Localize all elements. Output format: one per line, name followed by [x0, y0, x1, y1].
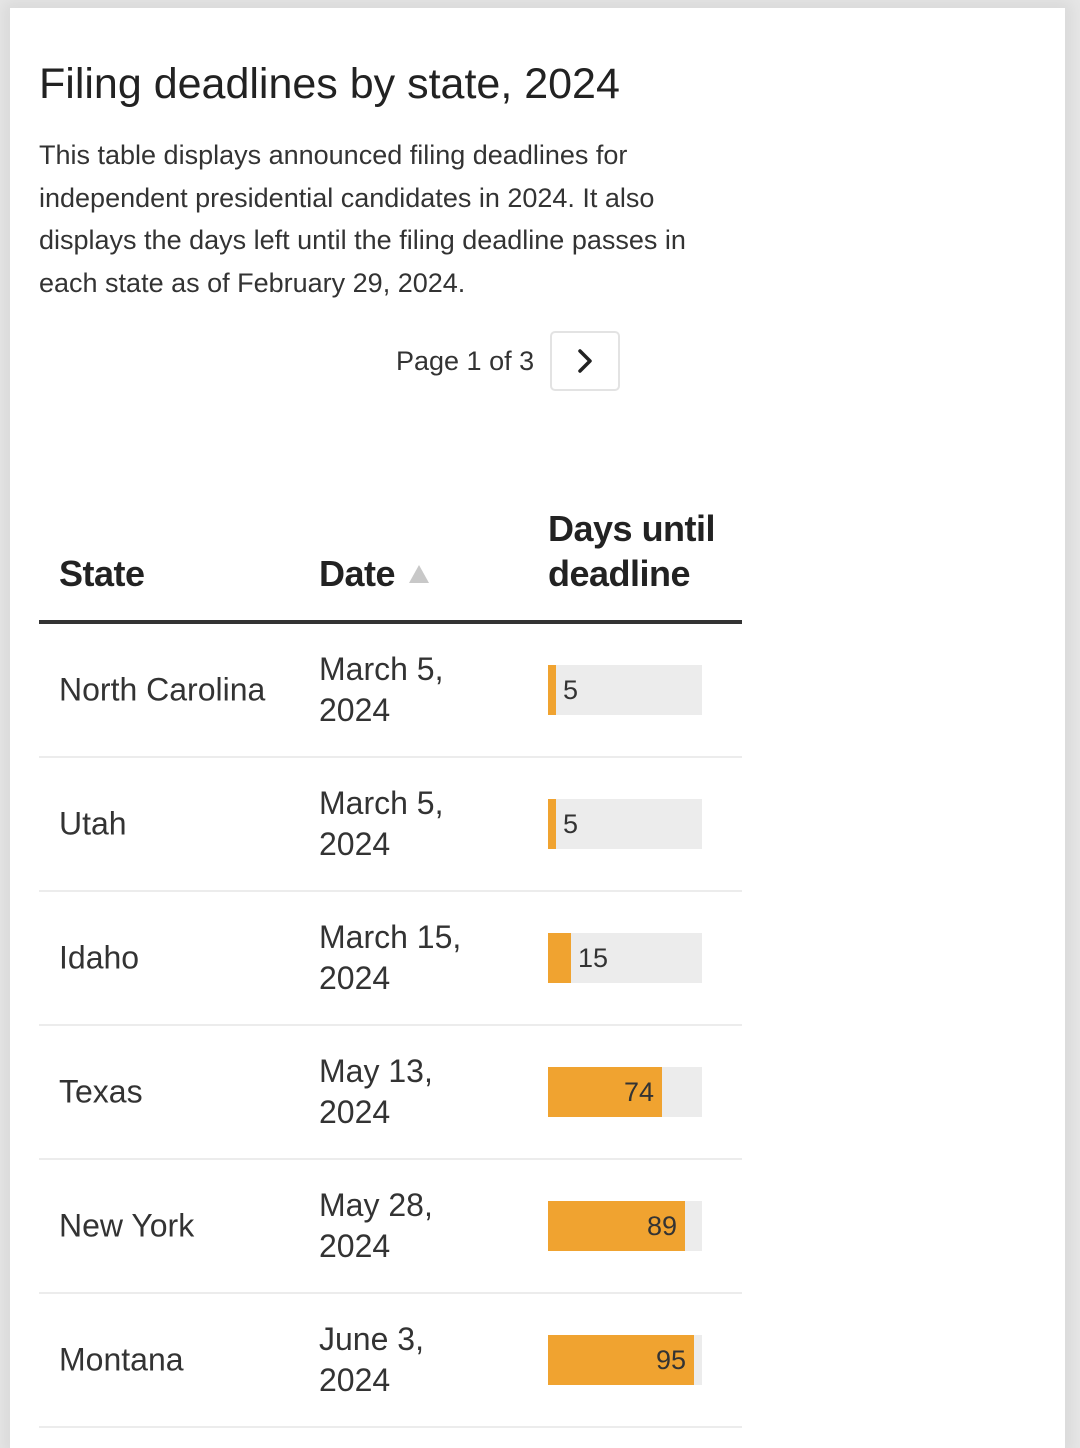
days-bar: [548, 933, 571, 983]
table-row: North Carolina March 5, 2024 5: [39, 624, 742, 758]
days-bar-track: 15: [548, 933, 702, 983]
days-value: 89: [646, 1211, 677, 1241]
table-row: Utah March 5, 2024 5: [39, 758, 742, 892]
days-value: 15: [578, 943, 609, 973]
chevron-right-icon: [578, 349, 592, 373]
days-value: 95: [655, 1345, 686, 1375]
cell-state: Montana: [59, 1341, 184, 1378]
column-header-days[interactable]: Days until deadline: [548, 508, 716, 594]
days-bar: [548, 665, 556, 715]
table-description: This table displays announced filing dea…: [39, 140, 686, 298]
days-bar: [548, 799, 556, 849]
cell-date: June 3, 2024: [319, 1321, 424, 1398]
days-bar-track: 5: [548, 799, 702, 849]
days-value: 5: [563, 809, 579, 839]
cell-date: March 5, 2024: [319, 651, 444, 728]
sort-ascending-icon: [409, 564, 430, 583]
days-value: 74: [623, 1077, 654, 1107]
days-bar: [548, 1335, 694, 1385]
days-bar-track: 74: [548, 1067, 702, 1117]
days-bar: [548, 1201, 685, 1251]
cell-state: North Carolina: [59, 671, 266, 708]
days-bar: [548, 1067, 662, 1117]
table-header: State Date Days until deadline: [39, 458, 742, 624]
days-value: 5: [563, 675, 579, 705]
days-bar-track: 5: [548, 665, 702, 715]
table-body: North Carolina March 5, 2024 5 Utah March 5,…: [39, 624, 742, 1428]
cell-state: New York: [59, 1207, 195, 1244]
next-page-button[interactable]: [550, 331, 621, 391]
page-indicator: Page 1 of 3: [396, 345, 535, 376]
page-title: Filing deadlines by state, 2024: [39, 60, 620, 108]
column-header-date[interactable]: Date: [319, 551, 430, 596]
pagination: Page 1 of 3: [396, 330, 621, 392]
cell-state: Texas: [59, 1073, 143, 1110]
cell-date: May 13, 2024: [319, 1053, 433, 1130]
cell-state: Utah: [59, 805, 127, 842]
days-bar-track: 89: [548, 1201, 702, 1251]
days-bar-track: 95: [548, 1335, 702, 1385]
cell-state: Idaho: [59, 939, 140, 976]
deadlines-table: State Date Days until deadline North Car…: [39, 458, 742, 1428]
table-row: New York May 28, 2024 89: [39, 1160, 742, 1294]
table-row: Texas May 13, 2024 74: [39, 1026, 742, 1160]
cell-date: March 5, 2024: [319, 785, 444, 862]
cell-date: March 15, 2024: [319, 919, 462, 996]
table-row: Idaho March 15, 2024 15: [39, 892, 742, 1026]
content-card: Filing deadlines by state, 2024 This tab…: [10, 8, 1065, 1448]
cell-date: May 28, 2024: [319, 1187, 433, 1264]
table-row: Montana June 3, 2024 95: [39, 1294, 742, 1428]
column-header-state[interactable]: State: [59, 553, 145, 594]
